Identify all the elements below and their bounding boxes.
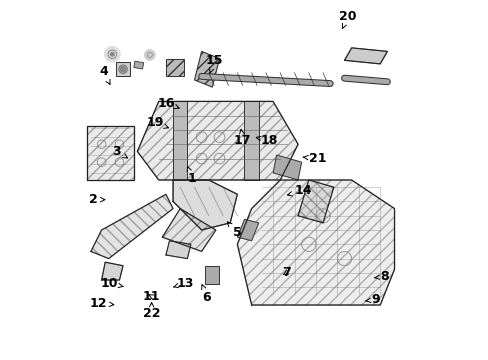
Text: 10: 10 — [100, 277, 123, 290]
Polygon shape — [298, 180, 333, 223]
Circle shape — [120, 66, 125, 72]
Polygon shape — [272, 155, 301, 180]
Text: 5: 5 — [227, 222, 241, 239]
Polygon shape — [344, 48, 386, 64]
Text: 4: 4 — [99, 65, 110, 84]
Circle shape — [104, 46, 120, 62]
Text: 21: 21 — [303, 152, 325, 165]
Polygon shape — [173, 180, 237, 230]
Text: 15: 15 — [205, 54, 223, 73]
Text: 17: 17 — [233, 129, 251, 147]
Bar — [134, 61, 143, 69]
Text: 11: 11 — [142, 289, 160, 303]
Text: 20: 20 — [339, 10, 356, 28]
Text: 13: 13 — [173, 277, 194, 290]
Text: 6: 6 — [201, 285, 211, 304]
Polygon shape — [91, 194, 173, 258]
Text: 19: 19 — [146, 116, 168, 129]
Text: 18: 18 — [256, 134, 277, 147]
Polygon shape — [237, 180, 394, 305]
Text: 16: 16 — [157, 97, 179, 110]
Polygon shape — [173, 102, 187, 180]
Text: 22: 22 — [142, 302, 160, 320]
Polygon shape — [137, 102, 298, 180]
Polygon shape — [165, 241, 190, 258]
Circle shape — [110, 53, 114, 56]
Circle shape — [144, 50, 155, 60]
Text: 8: 8 — [374, 270, 388, 283]
Text: 2: 2 — [89, 193, 104, 206]
Polygon shape — [165, 59, 183, 76]
Polygon shape — [87, 126, 134, 180]
Text: 12: 12 — [89, 297, 114, 310]
Polygon shape — [102, 262, 123, 280]
Text: 9: 9 — [365, 293, 379, 306]
Text: 14: 14 — [287, 184, 311, 197]
Polygon shape — [237, 219, 258, 241]
Text: 1: 1 — [187, 166, 196, 185]
Polygon shape — [162, 208, 216, 251]
Text: 7: 7 — [282, 266, 290, 279]
Text: 3: 3 — [112, 145, 127, 158]
Polygon shape — [205, 266, 219, 284]
Polygon shape — [194, 51, 219, 87]
Bar — [116, 62, 130, 76]
Polygon shape — [244, 102, 258, 180]
